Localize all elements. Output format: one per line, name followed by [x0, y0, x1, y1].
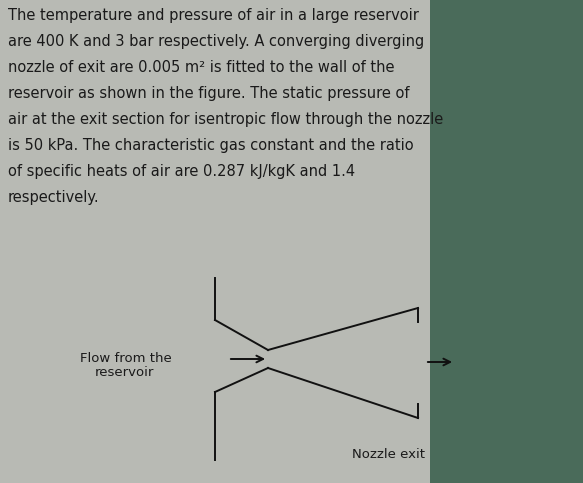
Text: respectively.: respectively. [8, 190, 100, 205]
Text: are 400 K and 3 bar respectively. A converging diverging: are 400 K and 3 bar respectively. A conv… [8, 34, 424, 49]
Text: Nozzle exit: Nozzle exit [352, 448, 425, 461]
Text: of specific heats of air are 0.287 kJ/kgK and 1.4: of specific heats of air are 0.287 kJ/kg… [8, 164, 355, 179]
Bar [430, 0, 583, 483]
Text: reservoir as shown in the figure. The static pressure of: reservoir as shown in the figure. The st… [8, 86, 409, 101]
Text: is 50 kPa. The characteristic gas constant and the ratio: is 50 kPa. The characteristic gas consta… [8, 138, 413, 153]
Text: nozzle of exit are 0.005 m² is fitted to the wall of the: nozzle of exit are 0.005 m² is fitted to… [8, 60, 395, 75]
Text: Flow from the: Flow from the [80, 352, 172, 365]
Text: The temperature and pressure of air in a large reservoir: The temperature and pressure of air in a… [8, 8, 419, 23]
Bar [0, 0, 430, 483]
Text: reservoir: reservoir [95, 366, 154, 379]
Text: air at the exit section for isentropic flow through the nozzle: air at the exit section for isentropic f… [8, 112, 443, 127]
